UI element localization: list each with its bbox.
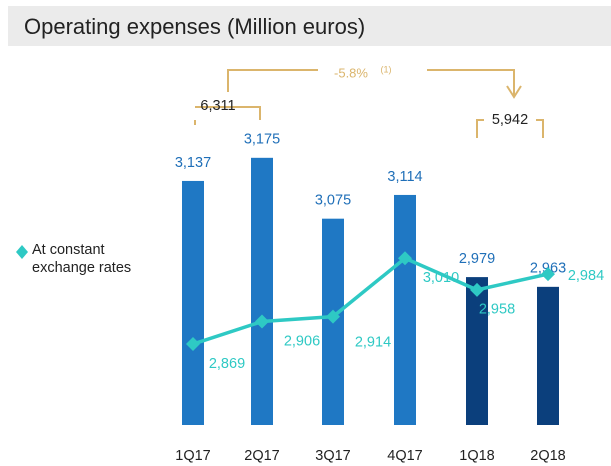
bar [182, 180, 204, 425]
line-value-label: 2,869 [209, 356, 245, 372]
line-marker [326, 309, 340, 324]
bar-value-label: 3,114 [387, 169, 422, 185]
annotation: -5.8% [334, 65, 368, 80]
annotation: 6,311 [200, 98, 235, 114]
line-marker [541, 267, 555, 282]
bar [537, 286, 559, 425]
title-bar: Operating expenses (Million euros) [8, 6, 611, 46]
bar-value-label: 2,979 [459, 251, 495, 267]
line-value-label: 2,906 [284, 333, 320, 349]
line-value-label: 3,010 [423, 270, 459, 286]
bar-value-label: 3,075 [315, 193, 351, 209]
bar-value-label: 3,137 [175, 155, 211, 171]
bar [466, 277, 488, 425]
line-value-label: 2,984 [568, 268, 604, 284]
line-marker [398, 251, 412, 266]
x-tick-label: 3Q17 [315, 448, 350, 464]
arrow-head [506, 85, 522, 99]
x-tick-label: 2Q17 [244, 448, 279, 464]
line [192, 256, 549, 346]
brackets [194, 69, 544, 138]
x-tick-label: 1Q17 [175, 448, 210, 464]
bracket-2017 [194, 106, 261, 125]
legend-marker [16, 245, 28, 259]
line-marker [255, 314, 269, 329]
line-marker [186, 337, 200, 352]
x-tick-label: 2Q18 [530, 448, 565, 464]
chart-title: Operating expenses (Million euros) [24, 14, 366, 39]
x-tick-label: 1Q18 [459, 448, 494, 464]
legend-label: At constant exchange rates [32, 242, 132, 276]
annotation: (1) [381, 64, 392, 74]
line-value-label: 2,914 [355, 334, 391, 350]
line-value-label: 2,958 [479, 302, 515, 318]
bar [394, 194, 416, 425]
bracket-2018 [476, 119, 544, 138]
annotation: 5,942 [492, 112, 528, 128]
arrow-right [427, 69, 515, 95]
bar-value-label: 3,175 [244, 132, 280, 148]
bar [251, 157, 273, 425]
line-marker [470, 282, 484, 297]
arrow-left [227, 69, 318, 92]
x-tick-label: 4Q17 [387, 448, 422, 464]
